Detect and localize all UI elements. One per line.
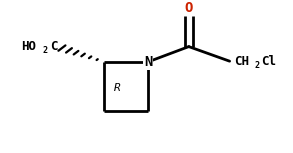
Text: O: O (185, 1, 193, 15)
Text: HO: HO (21, 40, 36, 53)
Text: R: R (114, 83, 121, 93)
Text: N: N (144, 55, 152, 69)
Text: CH: CH (234, 55, 249, 68)
Text: C: C (50, 40, 57, 53)
Text: Cl: Cl (261, 55, 276, 68)
Text: 2: 2 (255, 61, 260, 70)
Text: 2: 2 (42, 46, 47, 55)
